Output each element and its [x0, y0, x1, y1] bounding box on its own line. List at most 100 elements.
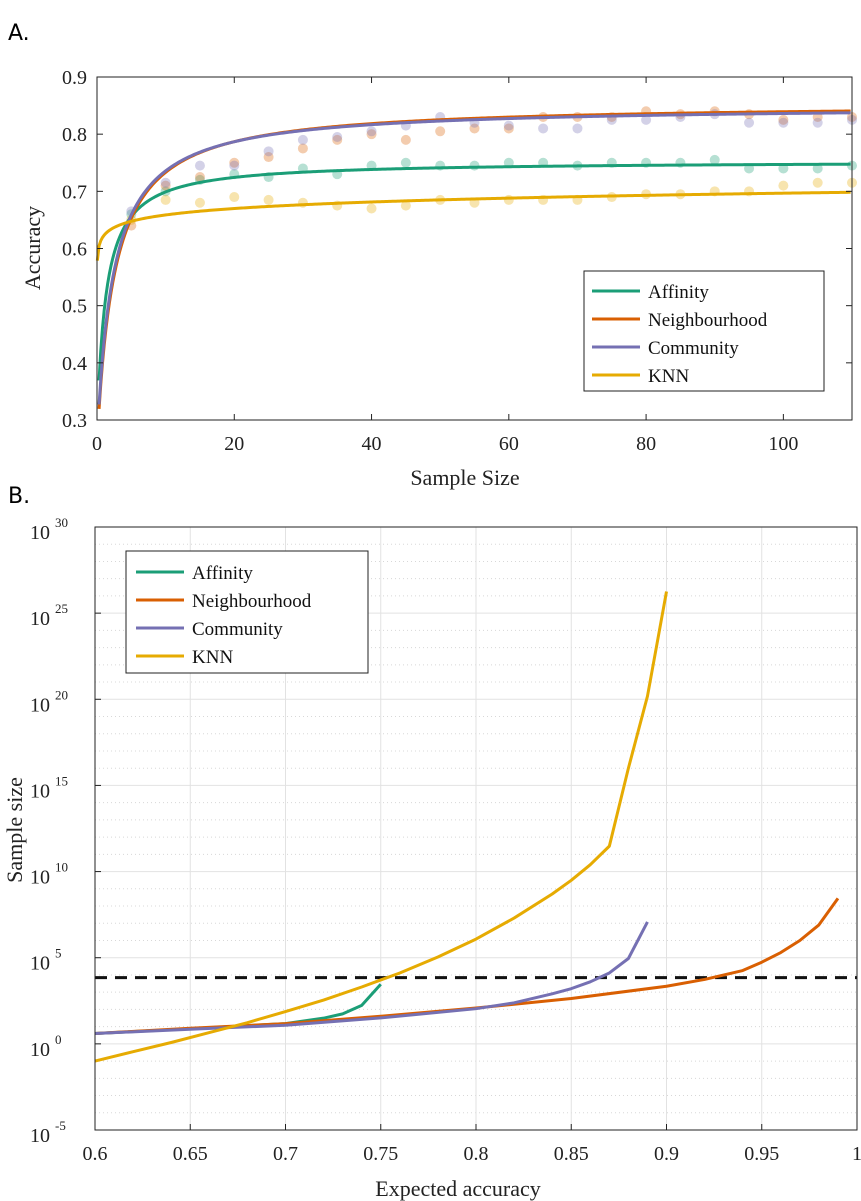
y-tick-label: 10 0 [30, 1032, 62, 1061]
fit-curve-knn [95, 190, 851, 261]
panel-b-y-axis-label: Sample size [2, 777, 27, 883]
curve-neighbourhood [94, 897, 840, 1035]
point-affinity [812, 163, 823, 174]
x-tick-label: 100 [768, 433, 798, 455]
point-knn [503, 194, 514, 205]
point-community [503, 120, 514, 131]
point-community [366, 126, 377, 137]
panel-b-curves [94, 591, 840, 1063]
y-tick-label: 0.9 [62, 67, 87, 89]
fit-curve-community [97, 111, 851, 405]
point-neighbourhood [503, 123, 514, 134]
legend-label-neighbourhood: Neighbourhood [192, 591, 312, 612]
panel-a-legend: Affinity Neighbourhood Community KNN [583, 270, 825, 392]
y-tick-label: 10 10 [30, 860, 68, 889]
panel-b: B. 0.6 0.65 0.7 0.75 0.8 0.85 0.9 0.95 1 10 30 10 … [2, 484, 861, 1201]
y-tick-label: 0.3 [62, 410, 87, 432]
point-community [538, 123, 549, 134]
point-community [778, 117, 789, 128]
y-tick-label: 0.7 [62, 181, 87, 203]
legend-label-community: Community [192, 619, 283, 640]
point-community [194, 160, 205, 171]
y-tick-label: 0.5 [62, 296, 87, 318]
panel-b-legend: Affinity Neighbourhood Community KNN [125, 550, 369, 674]
y-tick-label: 10 20 [30, 687, 68, 716]
x-tick-label: 0.95 [744, 1143, 779, 1165]
y-tick-label: 10 5 [30, 946, 62, 975]
legend-label-knn: KNN [648, 366, 689, 387]
point-neighbourhood [469, 123, 480, 134]
point-community [297, 134, 308, 145]
point-community [572, 123, 583, 134]
point-community [641, 114, 652, 125]
x-tick-label: 0 [92, 433, 102, 455]
point-knn [366, 203, 377, 214]
point-neighbourhood [778, 114, 789, 125]
point-neighbourhood [263, 152, 274, 163]
point-knn [812, 177, 823, 188]
x-tick-label: 60 [499, 433, 519, 455]
x-tick-label: 0.7 [273, 1143, 298, 1165]
point-neighbourhood [160, 180, 171, 191]
x-tick-label: 0.75 [363, 1143, 398, 1165]
curve-knn [94, 591, 668, 1063]
point-community [332, 132, 343, 143]
point-community [229, 160, 240, 171]
panel-b-x-axis-label: Expected accuracy [375, 1176, 541, 1201]
x-tick-label: 80 [636, 433, 656, 455]
point-affinity [709, 154, 720, 165]
panel-a: A. 0 20 40 60 80 100 0.3 0.4 0.5 0.6 0.7 0.8 0.9 Sam… [8, 21, 857, 490]
x-tick-label: 1 [852, 1143, 861, 1165]
point-neighbourhood [366, 129, 377, 140]
legend-label-affinity: Affinity [648, 282, 709, 303]
point-knn [194, 197, 205, 208]
point-knn [160, 194, 171, 205]
panel-a-y-axis-label: Accuracy [20, 206, 45, 290]
point-affinity [469, 160, 480, 171]
curve-community [94, 921, 649, 1035]
point-neighbourhood [297, 143, 308, 154]
x-tick-label: 0.65 [173, 1143, 208, 1165]
point-knn [263, 194, 274, 205]
point-neighbourhood [229, 157, 240, 168]
point-knn [778, 180, 789, 191]
panel-a-x-axis-label: Sample Size [410, 465, 519, 490]
x-tick-label: 0.9 [654, 1143, 679, 1165]
panel-a-label: A. [8, 21, 30, 46]
point-neighbourhood [194, 172, 205, 183]
legend-label-affinity: Affinity [192, 563, 253, 584]
y-tick-label: 10 30 [30, 515, 68, 544]
y-tick-label: 0.8 [62, 124, 87, 146]
legend-label-neighbourhood: Neighbourhood [648, 310, 768, 331]
panel-b-label: B. [8, 484, 30, 509]
panel-a-fit-curves [95, 109, 851, 410]
y-tick-label: 0.4 [62, 353, 87, 375]
panel-b-ticks: 0.6 0.65 0.7 0.75 0.8 0.85 0.9 0.95 1 10 30 10 25 1… [30, 515, 861, 1165]
legend-label-community: Community [648, 338, 739, 359]
x-tick-label: 40 [362, 433, 382, 455]
point-community [263, 146, 274, 157]
point-knn [400, 200, 411, 211]
panel-a-scatter-points [126, 106, 857, 231]
point-neighbourhood [332, 134, 343, 145]
y-tick-label: 10 25 [30, 601, 68, 630]
point-neighbourhood [435, 126, 446, 137]
point-community [160, 177, 171, 188]
fit-curve-affinity [97, 162, 851, 381]
x-tick-label: 0.85 [554, 1143, 589, 1165]
y-tick-label: 10 15 [30, 773, 68, 802]
point-affinity [400, 157, 411, 168]
point-neighbourhood [400, 134, 411, 145]
panel-a-ticks: 0 20 40 60 80 100 0.3 0.4 0.5 0.6 0.7 0.8 0.9 [62, 67, 852, 455]
y-tick-label: 10 -5 [30, 1118, 66, 1147]
x-tick-label: 20 [224, 433, 244, 455]
x-tick-label: 0.8 [464, 1143, 489, 1165]
y-tick-label: 0.6 [62, 239, 87, 261]
point-community [812, 117, 823, 128]
point-community [744, 117, 755, 128]
legend-label-knn: KNN [192, 647, 233, 668]
panel-b-grid [94, 527, 858, 1130]
point-knn [229, 192, 240, 203]
x-tick-label: 0.6 [83, 1143, 108, 1165]
